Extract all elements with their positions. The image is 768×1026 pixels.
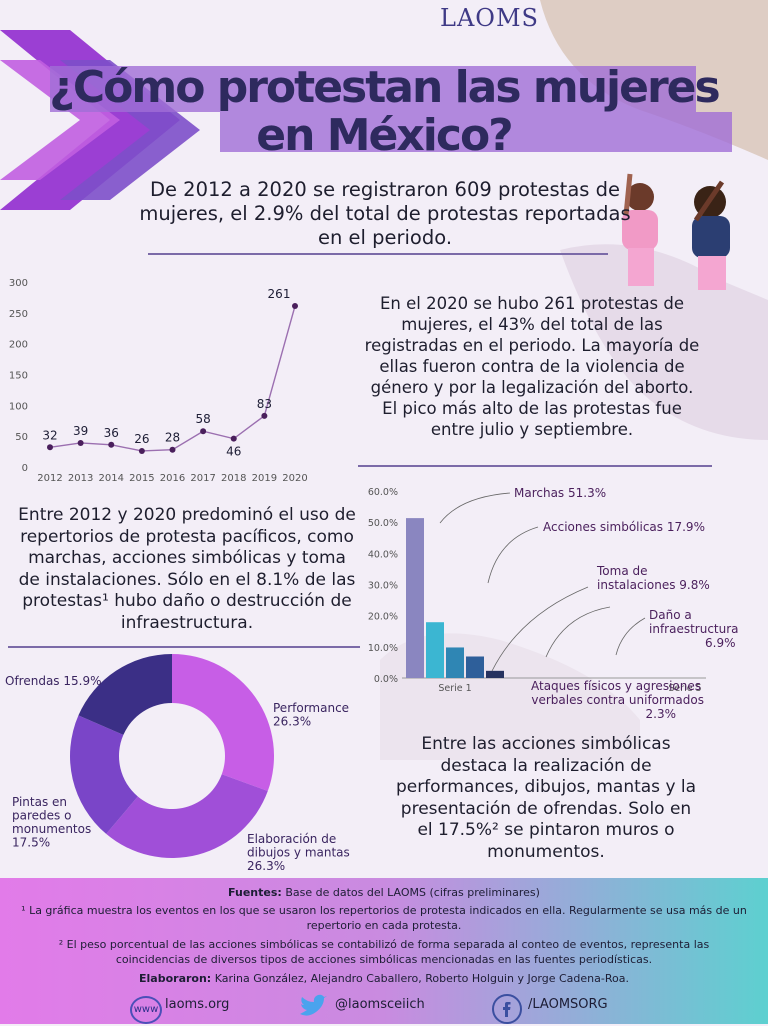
data-point: [77, 439, 84, 446]
page-title-line2: en México?: [256, 110, 513, 161]
data-label: 83: [257, 397, 272, 411]
donut-slice: [106, 774, 268, 858]
data-point: [230, 435, 237, 442]
facebook-icon: [492, 994, 522, 1024]
annotation-arrow: [487, 526, 539, 584]
data-point: [169, 446, 176, 453]
lead-text: De 2012 a 2020 se registraron 609 protes…: [139, 178, 631, 249]
y-tick-label: 50.0%: [368, 518, 398, 529]
footer-sources: Fuentes: Base de datos del LAOMS (cifras…: [20, 886, 748, 901]
x-tick-label: 2012: [37, 473, 62, 484]
x-tick-label: 2017: [190, 473, 215, 484]
data-label: 28: [165, 431, 180, 445]
donut-annotation: Pintas en paredes o monumentos 17.5%: [12, 795, 91, 850]
divider: [358, 465, 712, 467]
y-tick-label: 150: [9, 371, 28, 382]
footer-note1: ¹ La gráfica muestra los eventos en los …: [21, 904, 747, 932]
data-label: 46: [226, 445, 241, 459]
y-tick-label: 20.0%: [368, 612, 398, 623]
laoms-logo: LAOMS: [440, 4, 539, 32]
elaboraron-text: Karina González, Alejandro Caballero, Ro…: [214, 972, 629, 985]
bar: [446, 647, 464, 678]
bar-annotation: Toma de instalaciones 9.8%: [596, 564, 710, 592]
y-tick-label: 60.0%: [368, 487, 398, 498]
text-2020: En el 2020 se hubo 261 protestas de muje…: [364, 294, 700, 439]
y-tick-label: 0.0%: [374, 674, 398, 685]
data-point: [47, 444, 53, 451]
donut-slice: [69, 715, 138, 834]
footer-note2: ² El peso porcentual de las acciones sim…: [58, 938, 710, 966]
y-tick-label: 10.0%: [368, 643, 398, 654]
data-point: [200, 428, 207, 435]
annotation-arrow: [545, 606, 611, 658]
group-label: Serie 1: [438, 683, 471, 694]
bar: [406, 518, 424, 678]
group-label: Serie 5: [668, 683, 701, 694]
bar: [466, 656, 484, 678]
donut-slice: [78, 654, 172, 735]
web-link[interactable]: laoms.org: [165, 997, 230, 1012]
donut-slice: [172, 654, 274, 792]
y-tick-label: 200: [9, 340, 28, 351]
y-tick-label: 250: [9, 309, 28, 320]
donut-annotation: Performance 26.3%: [273, 701, 349, 729]
web-icon: www: [130, 996, 162, 1024]
bar-annotation: Daño a infraestructura 6.9%: [649, 608, 739, 650]
line-chart: 0 50 100 150 200 250 300 2012 2013 2014 2015 2016 20…: [9, 278, 308, 484]
data-label: 39: [73, 424, 88, 438]
data-point: [108, 441, 115, 448]
data-label: 58: [195, 412, 210, 426]
fuentes-text: Base de datos del LAOMS (cifras prelimin…: [285, 886, 540, 899]
annotation-arrow: [491, 586, 589, 672]
twitter-handle[interactable]: @laomsceiich: [335, 997, 425, 1012]
elaboraron-label: Elaboraron:: [139, 972, 212, 985]
data-label: 261: [268, 287, 291, 301]
x-tick-label: 2020: [282, 473, 307, 484]
bar-annotation: Marchas 51.3%: [514, 486, 606, 500]
bar-annotation: Ataques físicos y agresiones verbales con…: [531, 679, 704, 721]
annotation-arrow: [439, 492, 511, 524]
x-tick-label: 2019: [252, 473, 277, 484]
donut-annotation: Ofrendas 15.9%: [5, 674, 102, 688]
data-point: [261, 412, 268, 419]
women-illustration: [622, 173, 730, 290]
y-tick-label: 100: [9, 401, 28, 412]
divider: [8, 646, 360, 648]
bar: [426, 622, 444, 678]
data-label: 32: [42, 428, 57, 442]
data-point: [138, 447, 145, 454]
y-tick-label: 40.0%: [368, 549, 398, 560]
page-title-line1: ¿Cómo protestan las mujeres: [49, 62, 720, 113]
divider: [148, 253, 608, 255]
twitter-icon: [298, 994, 328, 1020]
donut-annotation: Elaboración de dibujos y mantas 26.3%: [247, 832, 350, 873]
text-repertorios: Entre 2012 y 2020 predominó el uso de re…: [18, 505, 356, 633]
facebook-handle[interactable]: /LAOMSORG: [528, 997, 608, 1012]
text-simbolicas: Entre las acciones simbólicas destaca la…: [395, 734, 697, 862]
data-point: [292, 303, 298, 310]
y-tick-label: 0: [22, 463, 28, 474]
bar: [486, 670, 504, 678]
x-tick-label: 2018: [221, 473, 246, 484]
y-tick-label: 30.0%: [368, 581, 398, 592]
bar-chart: 0.0% 10.0% 20.0% 30.0% 40.0% 50.0% 60.0% Serie …: [368, 486, 739, 721]
data-label: 26: [134, 432, 149, 446]
fuentes-label: Fuentes:: [228, 886, 282, 899]
annotation-arrow: [615, 617, 646, 656]
x-tick-label: 2013: [68, 473, 93, 484]
x-tick-label: 2016: [160, 473, 185, 484]
y-tick-label: 50: [15, 432, 28, 443]
y-tick-label: 300: [9, 278, 28, 289]
footer-credits: Elaboraron: Karina González, Alejandro C…: [20, 972, 748, 987]
data-label: 36: [104, 426, 119, 440]
x-tick-label: 2015: [129, 473, 154, 484]
x-tick-label: 2014: [99, 473, 124, 484]
bar-annotation: Acciones simbólicas 17.9%: [543, 520, 705, 534]
donut-chart: Performance 26.3% Elaboración de dibujos y …: [5, 654, 350, 873]
